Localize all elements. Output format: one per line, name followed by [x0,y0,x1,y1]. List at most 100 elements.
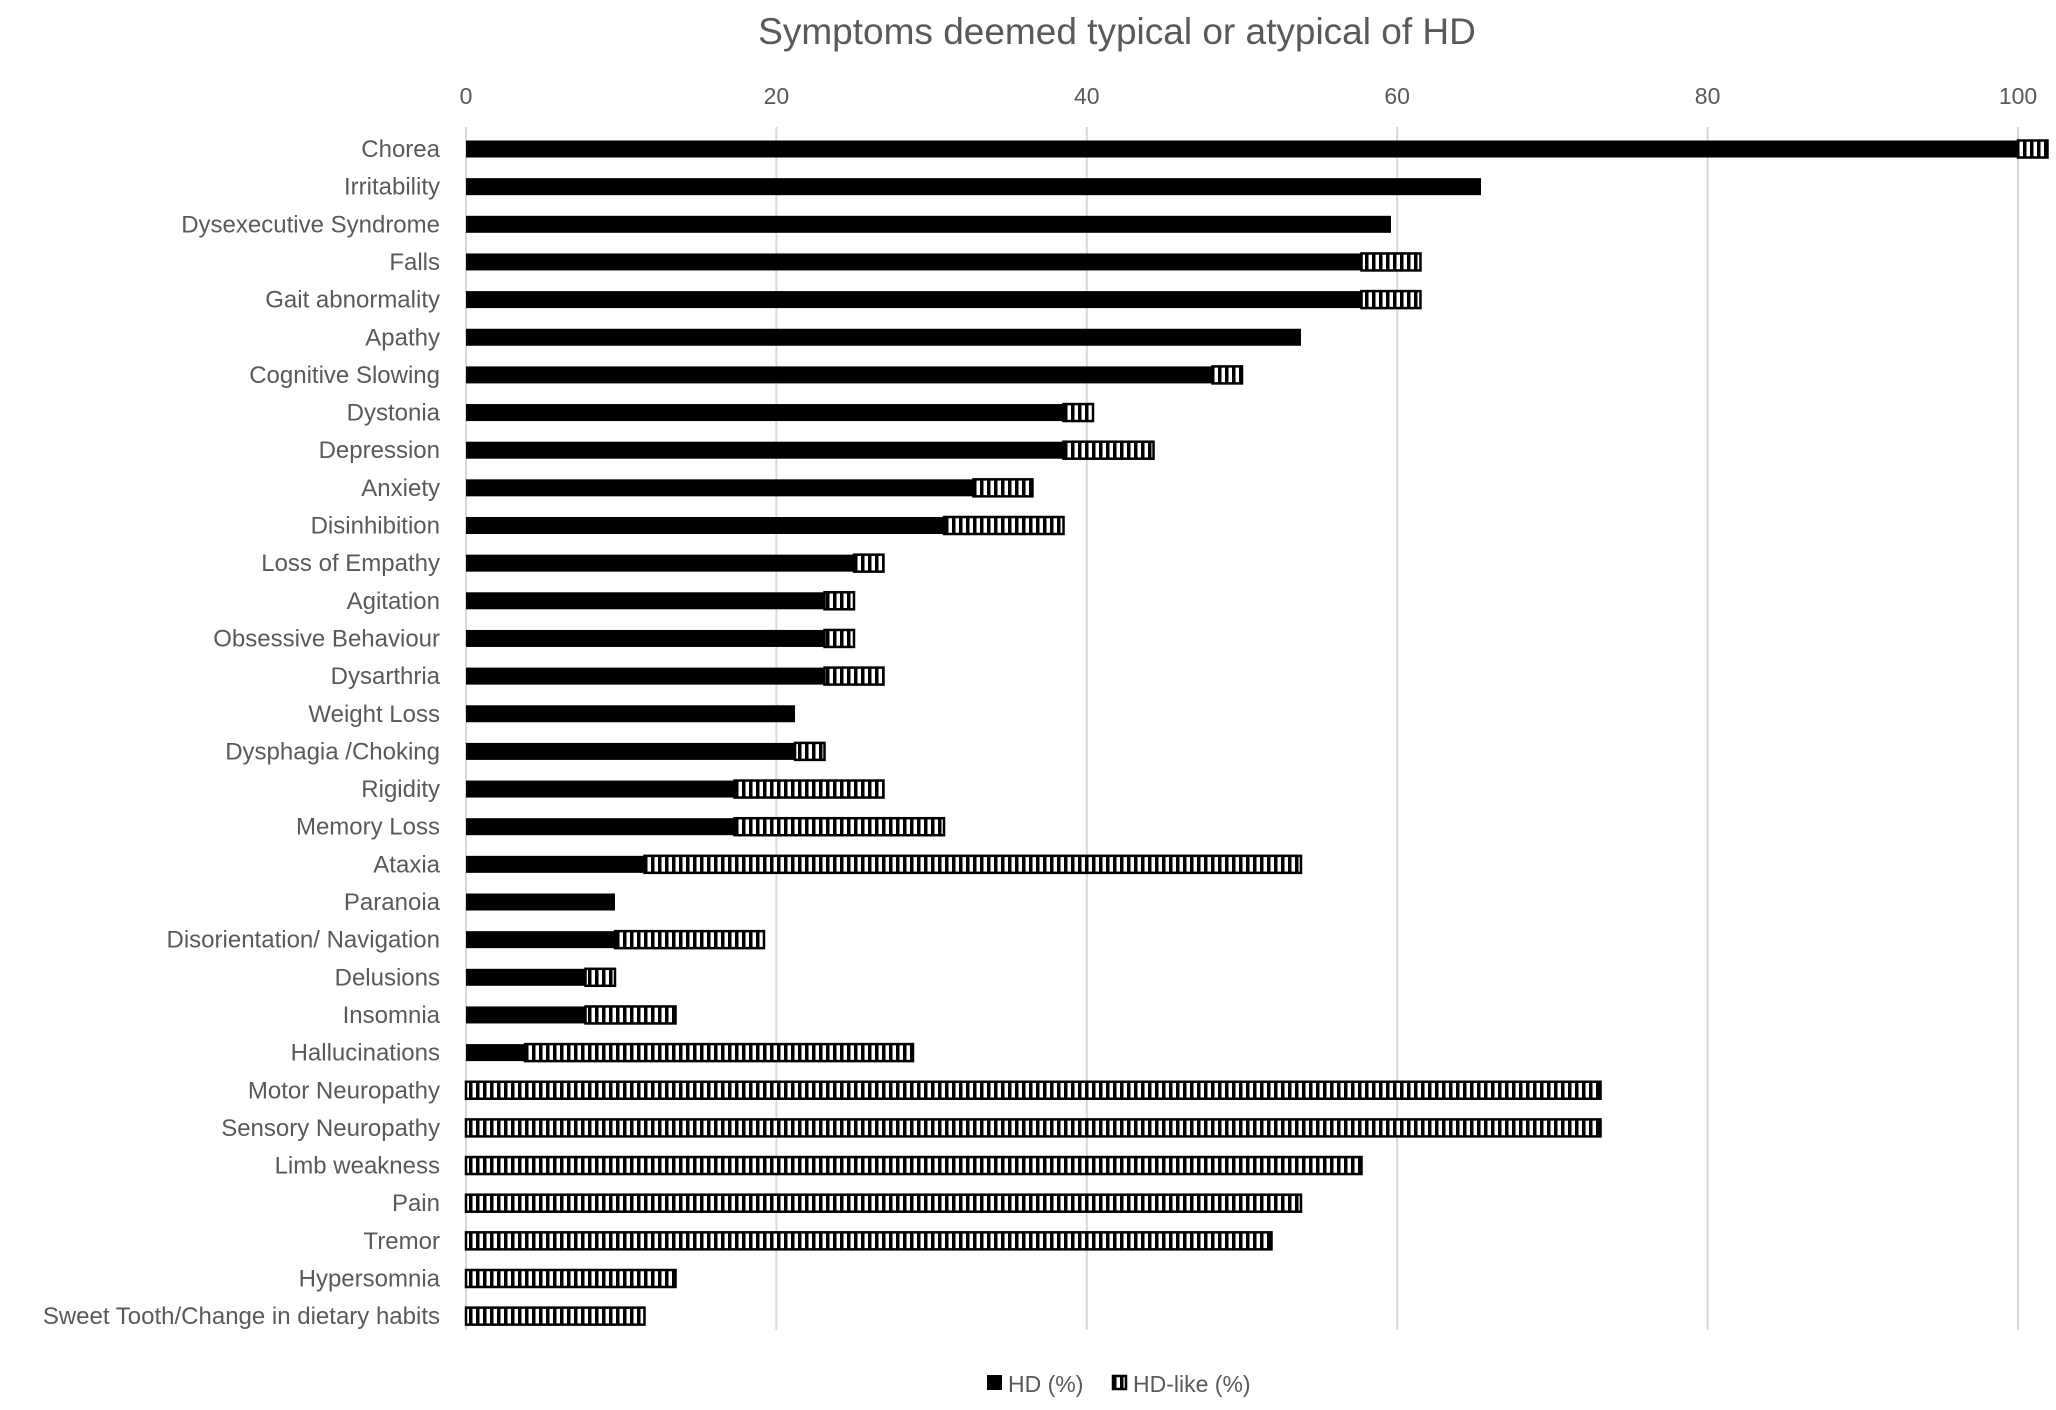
bar-hd [466,592,825,610]
bar-hd-like [733,779,885,799]
bar-hd-like [584,1005,677,1025]
bar-hd-like [733,816,946,837]
category-label: Disorientation/ Navigation [167,927,440,954]
category-label: Dysexecutive Syndrome [181,211,440,238]
bar-hd [466,629,825,647]
legend: HD (%) HD-like (%) [987,1371,1251,1397]
bar-hd-like [1360,252,1422,272]
bar-hd [466,253,1362,271]
category-label: Anxiety [361,475,440,502]
bar-hd [466,291,1362,309]
bar-hd-like [464,1231,1273,1251]
bar-hd [466,968,586,986]
bar-hd-like [464,1268,677,1289]
bar-hd [466,818,735,836]
bar-hd-like [972,478,1034,498]
x-tick-label-100: 100 [1999,83,2037,109]
bar-hd [466,931,615,949]
bar-hd-like [823,591,856,611]
bar-hd-like [1062,440,1155,460]
category-label: Chorea [361,136,440,163]
category-label: Depression [319,437,440,464]
category-label: Cognitive Slowing [249,362,440,389]
category-label: Memory Loss [296,814,440,841]
legend-swatch-hd [987,1375,1002,1390]
bar-hd-like [823,666,885,686]
bar-hd [466,1044,525,1062]
bar-hd [466,404,1064,422]
bar-hd-like [464,1118,1602,1138]
category-label: Dysarthria [331,663,441,690]
category-label: Sensory Neuropathy [221,1115,440,1142]
x-tick-label-20: 20 [764,83,790,109]
category-label: Dysphagia /Choking [225,738,440,765]
bar-hd [466,215,1391,233]
category-label: Falls [389,249,440,276]
bar-hd [466,366,1213,384]
category-label: Delusions [335,964,440,991]
bar-hd [466,178,1482,196]
bar-hd-like [1062,402,1095,423]
bar-hd-like [584,967,617,988]
category-label: Loss of Empathy [261,550,440,577]
bar-hd-like [852,553,885,573]
bar-hd [466,893,615,911]
bar-hd [466,855,645,873]
bar-hd [466,328,1301,346]
bar-hd [466,705,796,723]
category-label: Gait abnormality [265,287,440,314]
bar-hd-like [1211,365,1244,385]
legend-label-hd: HD (%) [1008,1371,1083,1397]
bar-hd-like [464,1155,1363,1176]
category-label: Insomnia [343,1002,441,1029]
category-label: Rigidity [361,776,440,803]
x-tick-label-80: 80 [1695,83,1721,109]
category-label: Motor Neuropathy [248,1077,440,1104]
bar-hd-like [942,515,1065,536]
category-label: Pain [392,1190,440,1217]
x-axis-ticks: 0 20 40 60 80 100 [460,83,2038,109]
category-label: Disinhibition [311,513,440,540]
category-label: Tremor [364,1228,440,1255]
bar-hd-like [464,1306,646,1326]
bar-hd-like [464,1193,1303,1213]
bar-hd-like [523,1042,915,1063]
category-labels: Chorea Irritability Dysexecutive Syndrome F… [43,136,441,1330]
legend-swatch-hd-like [1111,1374,1128,1391]
bar-hd [466,517,945,534]
bars [464,139,2049,1326]
bar-hd [466,479,974,497]
x-tick-label-0: 0 [460,83,473,109]
category-label: Paranoia [344,889,441,916]
bar-hd [466,742,796,760]
bar-hd-like [464,1080,1602,1100]
bar-hd-like [613,929,766,950]
category-label: Apathy [365,324,440,351]
x-tick-label-60: 60 [1384,83,1410,109]
bar-hd-like [2016,139,2049,159]
category-label: Irritability [344,174,440,201]
x-tick-label-40: 40 [1074,83,1100,109]
category-label: Ataxia [373,851,440,878]
legend-label-hd-like: HD-like (%) [1133,1371,1251,1397]
bar-hd [466,1006,586,1024]
bar-hd [466,554,854,572]
category-label: Obsessive Behaviour [213,625,440,652]
category-label: Weight Loss [308,701,440,728]
category-label: Hypersomnia [299,1266,441,1293]
bar-hd-like [643,854,1303,875]
bar-hd [466,140,2018,158]
bar-hd-like [1360,289,1422,310]
bar-hd-like [823,628,856,649]
bar-hd [466,667,825,685]
category-label: Dystonia [347,400,441,427]
category-label: Limb weakness [275,1153,440,1180]
category-label: Agitation [347,588,440,615]
category-label: Hallucinations [291,1040,440,1067]
bar-hd-like [793,741,826,762]
bar-hd [466,441,1064,459]
bar-hd [466,780,735,798]
category-label: Sweet Tooth/Change in dietary habits [43,1303,440,1330]
